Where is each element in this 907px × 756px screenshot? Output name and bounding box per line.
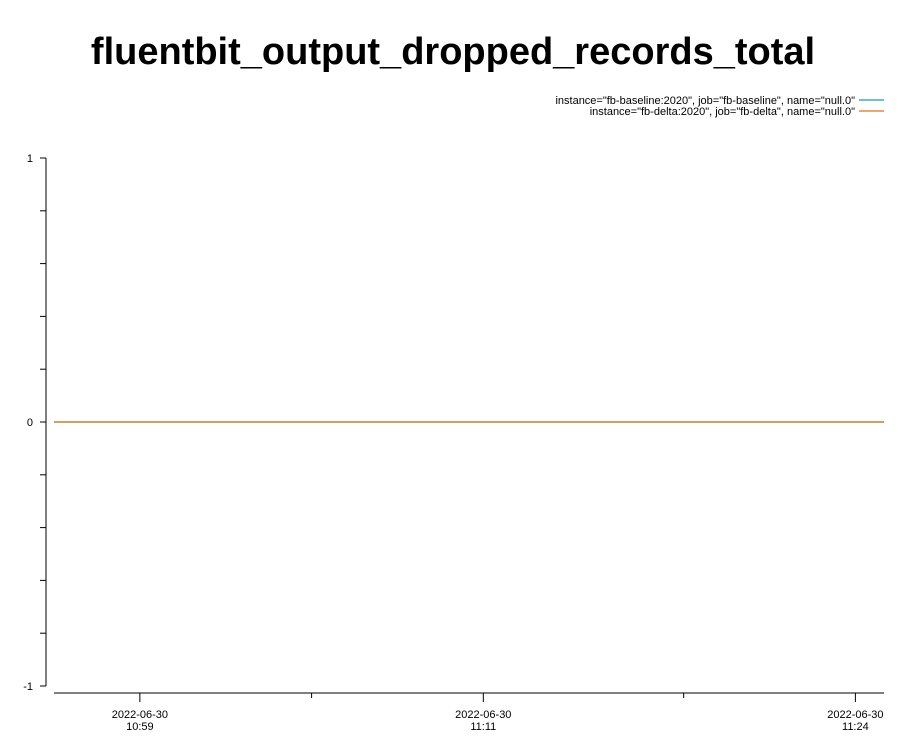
x-tick-label-date: 2022-06-30 [112,709,168,721]
x-tick-label-date: 2022-06-30 [827,709,883,721]
x-tick-label-time: 11:24 [842,721,869,733]
y-axis-ticks: -1 0 1 [23,153,46,693]
chart-title: fluentbit_output_dropped_records_total [91,31,815,73]
y-tick-label: -1 [23,681,33,693]
legend-label-1: instance="fb-baseline:2020", job="fb-bas… [555,95,855,107]
y-tick-label: 1 [27,153,33,165]
x-axis-ticks: 2022-06-3010:592022-06-3011:112022-06-30… [112,693,884,733]
x-tick-label-date: 2022-06-30 [455,709,511,721]
y-tick-label: 0 [27,417,33,429]
x-tick-label-time: 10:59 [126,721,154,733]
x-tick-label-time: 11:11 [470,721,496,733]
legend: instance="fb-baseline:2020", job="fb-bas… [555,95,884,118]
legend-label-2: instance="fb-delta:2020", job="fb-delta"… [590,106,855,118]
